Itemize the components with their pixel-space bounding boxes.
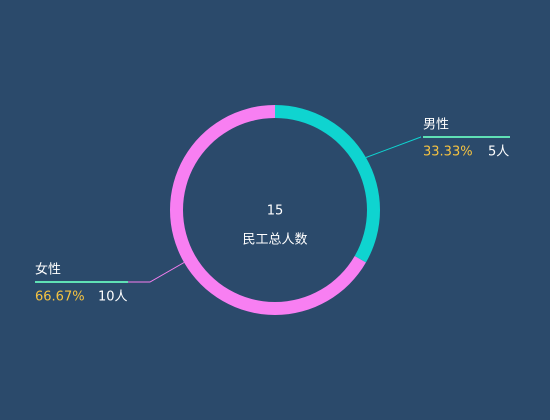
value-label: 10人 [98, 290, 128, 305]
total-value: 15 [267, 204, 284, 219]
value-label: 5人 [488, 145, 509, 160]
leader-line [365, 136, 422, 158]
percent-label: 33.33% [423, 145, 473, 160]
percent-label: 66.67% [35, 290, 85, 305]
legend-label: 男性 [423, 118, 449, 133]
leader-line [128, 262, 185, 283]
total-label: 民工总人数 [242, 233, 307, 248]
legend-label: 女性 [35, 262, 61, 278]
donut-slice [275, 105, 381, 263]
